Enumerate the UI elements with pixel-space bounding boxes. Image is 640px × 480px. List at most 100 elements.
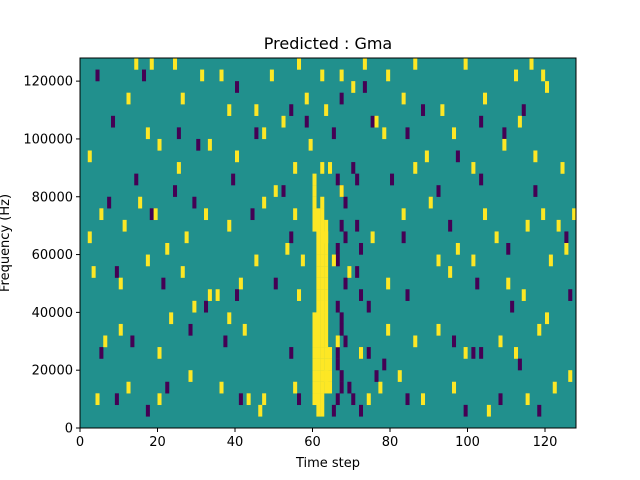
heatmap-cell-low — [471, 347, 476, 359]
heatmap-cell-high — [312, 323, 317, 336]
heatmap-cell-high — [324, 289, 329, 301]
heatmap-cell-high — [297, 289, 302, 301]
heatmap-cell-low — [289, 347, 294, 359]
x-tick-label: 120 — [533, 435, 558, 450]
heatmap-cell-high — [95, 393, 100, 406]
heatmap-cell-high — [564, 243, 569, 255]
heatmap-cell-high — [157, 393, 162, 406]
heatmap-cell-high — [316, 358, 321, 371]
heatmap-cell-low — [339, 312, 344, 325]
heatmap-cell-low — [335, 300, 340, 313]
heatmap-cell-high — [320, 289, 325, 301]
heatmap-cell-high — [413, 335, 418, 348]
heatmap-cell-low — [343, 196, 348, 209]
heatmap-cell-high — [227, 104, 232, 116]
heatmap-cell-high — [324, 323, 329, 336]
heatmap-cell-high — [448, 266, 453, 278]
heatmap-cell-low — [355, 219, 360, 232]
heatmap-cell-high — [324, 243, 329, 255]
heatmap-cell-high — [180, 266, 185, 278]
heatmap-cell-high — [312, 219, 317, 232]
heatmap-cell-high — [324, 254, 329, 267]
heatmap-cell-high — [328, 358, 333, 371]
heatmap-cell-low — [192, 196, 197, 209]
heatmap-cell-low — [335, 347, 340, 359]
heatmap-cell-low — [374, 370, 379, 382]
heatmap-cell-low — [331, 404, 336, 417]
x-tick-label: 80 — [382, 435, 399, 450]
heatmap-cell-low — [521, 104, 526, 116]
x-tick-label: 100 — [455, 435, 480, 450]
heatmap-cell-low — [479, 347, 484, 359]
heatmap-cell-high — [514, 69, 519, 82]
heatmap-cell-high — [324, 277, 329, 290]
heatmap-cell-high — [324, 219, 329, 232]
heatmap-cell-high — [316, 335, 321, 348]
heatmap-cell-high — [320, 393, 325, 406]
heatmap-cell-high — [324, 358, 329, 371]
heatmap-cell-low — [366, 300, 371, 313]
x-axis-label: Time step — [295, 456, 360, 471]
heatmap-cell-high — [207, 138, 212, 151]
heatmap-cell-high — [312, 312, 317, 325]
heatmap-cell-low — [304, 115, 309, 128]
heatmap-cell-high — [99, 208, 104, 221]
heatmap-cell-high — [312, 196, 317, 209]
heatmap-cell-low — [204, 300, 209, 313]
heatmap-cell-high — [169, 312, 174, 325]
heatmap-cell-high — [316, 254, 321, 267]
heatmap-cell-high — [308, 138, 313, 151]
heatmap-cell-high — [374, 115, 379, 128]
heatmap-cell-high — [258, 404, 263, 417]
heatmap-cell-low — [235, 289, 240, 301]
heatmap-cell-high — [300, 254, 305, 267]
heatmap-cell-low — [421, 104, 426, 116]
heatmap-cell-high — [386, 69, 391, 82]
heatmap-cell-low — [165, 381, 170, 394]
heatmap-cell-high — [413, 162, 418, 174]
heatmap-cell-high — [176, 162, 181, 174]
heatmap-cell-high — [339, 69, 344, 82]
heatmap-cell-high — [320, 323, 325, 336]
heatmap-cell-high — [173, 58, 178, 70]
heatmap-cell-high — [320, 370, 325, 382]
heatmap-cell-high — [188, 370, 193, 382]
heatmap-cell-high — [548, 254, 553, 267]
heatmap-cell-high — [320, 381, 325, 394]
heatmap-cell-high — [533, 150, 538, 163]
heatmap-cell-high — [165, 243, 170, 255]
heatmap-cell-low — [273, 277, 278, 290]
heatmap-cell-high — [521, 289, 526, 301]
heatmap-cell-low — [223, 335, 228, 348]
heatmap-cell-low — [370, 115, 375, 128]
heatmap-cell-low — [331, 127, 336, 140]
heatmap-cell-low — [289, 104, 294, 116]
heatmap-cell-high — [312, 173, 317, 186]
heatmap-cell-high — [103, 335, 108, 348]
heatmap-cell-low — [448, 219, 453, 232]
heatmap-cell-high — [471, 254, 476, 267]
heatmap-cell-high — [293, 162, 298, 174]
heatmap-cell-high — [192, 300, 197, 313]
heatmap-cell-high — [316, 347, 321, 359]
x-tick-label: 20 — [149, 435, 166, 450]
heatmap-cell-high — [556, 219, 561, 232]
heatmap-cell-high — [316, 300, 321, 313]
heatmap-cell-high — [440, 104, 445, 116]
heatmap-cell-high — [401, 92, 406, 105]
heatmap-cell-low — [335, 358, 340, 371]
chart-title: Predicted : Gma — [264, 34, 392, 53]
heatmap-cell-low — [405, 127, 410, 140]
heatmap-cell-low — [463, 404, 468, 417]
heatmap-cell-high — [320, 277, 325, 290]
heatmap-cell-high — [463, 347, 468, 359]
heatmap-cell-high — [436, 254, 441, 267]
heatmap-cell-high — [304, 92, 309, 105]
x-tick-label: 40 — [227, 435, 244, 450]
heatmap-cell-high — [320, 254, 325, 267]
heatmap-cell-high — [312, 393, 317, 406]
heatmap-cell-high — [312, 347, 317, 359]
heatmap-cell-low — [405, 289, 410, 301]
y-tick-label: 60000 — [32, 248, 73, 263]
heatmap-cell-low — [95, 69, 100, 82]
